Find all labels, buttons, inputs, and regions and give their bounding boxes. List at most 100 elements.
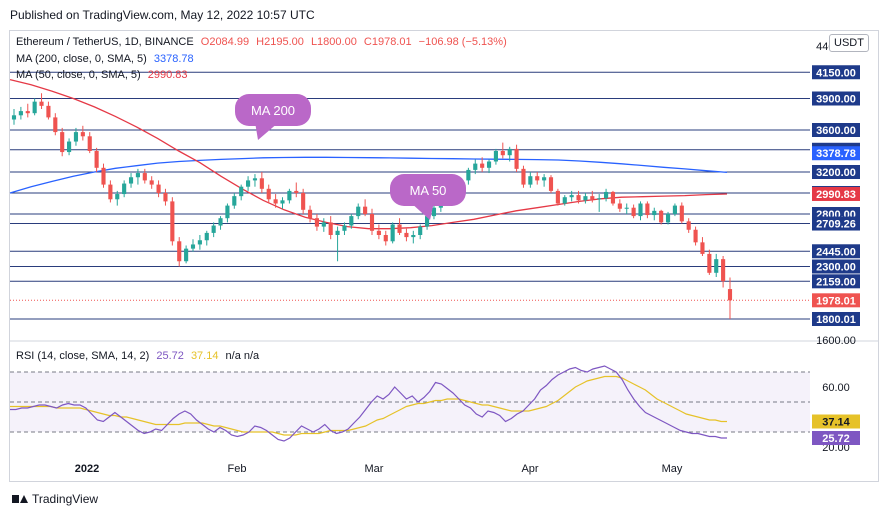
candle-body — [610, 191, 616, 204]
candle-body — [721, 259, 726, 282]
candle-body — [321, 222, 326, 227]
price-tag-bg — [812, 244, 860, 259]
rsi-line — [10, 365, 727, 442]
ma50-callout-pointer — [410, 202, 434, 220]
price-tag-bg — [812, 186, 860, 201]
time-axis-label: Feb — [228, 463, 247, 475]
candle-body — [115, 194, 120, 200]
legend-rsi-value: 25.72 — [156, 350, 184, 362]
price-tag-bg — [812, 91, 860, 106]
price-axis-label: 3200.00 — [816, 167, 856, 179]
legend-rsi: RSI (14, close, SMA, 14, 2) 25.72 37.14 … — [16, 350, 263, 362]
candle-body — [363, 206, 368, 214]
candle-body — [204, 232, 209, 241]
candle-body — [349, 216, 354, 226]
candle-body — [466, 169, 471, 181]
candle-body — [714, 259, 719, 273]
candle-body — [101, 167, 106, 185]
candle-body — [266, 188, 271, 200]
ma200-callout-bubble — [235, 94, 311, 126]
candle-body — [246, 180, 251, 187]
legend-rsi-ma-value: 37.14 — [190, 350, 219, 362]
price-tag-bg — [812, 274, 860, 289]
candle-body — [418, 226, 423, 235]
rsi-sma-tag-bg — [812, 414, 860, 429]
candle-body — [562, 197, 567, 204]
candle-body — [555, 190, 560, 204]
candle-body — [135, 173, 140, 178]
legend-low: L1800.00 — [310, 36, 357, 48]
candle-body — [431, 207, 437, 217]
candle-body — [328, 222, 333, 235]
candle-body — [67, 141, 72, 153]
legend-high: H2195.00 — [256, 36, 304, 48]
candle-body — [80, 132, 85, 137]
legend-symbol: Ethereum / TetherUS, 1D, BINANCE — [16, 36, 194, 48]
candle-body — [514, 148, 519, 169]
candle-body — [356, 206, 361, 217]
candle-body — [32, 101, 37, 114]
candle-body — [87, 136, 92, 151]
price-tag-bg — [812, 259, 860, 274]
legend-ma50: MA (50, close, 0, SMA, 5) 2990.83 — [16, 69, 192, 81]
currency-button[interactable]: USDT — [829, 34, 869, 52]
ma50-callout-bubble — [390, 174, 466, 206]
candle-body — [156, 184, 161, 193]
legend-ohlc: Ethereum / TetherUS, 1D, BINANCE O2084.9… — [16, 36, 511, 48]
time-axis-label: 2022 — [75, 463, 99, 475]
candle-body — [624, 207, 629, 209]
price-axis-label: 2300.00 — [816, 262, 856, 274]
published-timestamp: Published on TradingView.com, May 12, 20… — [10, 8, 315, 22]
candle-body — [211, 225, 216, 233]
tradingview-brand: TradingView — [32, 492, 99, 506]
legend-close: C1978.01 — [363, 36, 412, 48]
candle-body — [535, 176, 540, 181]
price-tag-bg — [812, 311, 860, 326]
candle-body — [335, 230, 340, 235]
price-axis-label: 3378.78 — [816, 148, 856, 160]
candle-body — [108, 184, 113, 200]
candle-body — [197, 240, 202, 245]
candle-body — [397, 224, 402, 233]
candle-body — [521, 168, 526, 185]
time-axis-label: Mar — [365, 463, 384, 475]
candle-body — [314, 218, 319, 227]
price-tag-bg — [812, 216, 860, 231]
legend-ma50-label: MA (50, close, 0, SMA, 5) — [16, 69, 141, 81]
candle-body — [190, 244, 196, 249]
price-axis-label: 1600.00 — [816, 335, 856, 347]
candle-body — [225, 205, 230, 219]
candle-body — [18, 111, 23, 116]
candle-body — [273, 199, 278, 204]
candle-body — [369, 214, 375, 231]
candle-body — [727, 289, 733, 301]
rsi-sma-tag: 37.14 — [822, 417, 850, 429]
chart-frame — [9, 30, 879, 482]
candle-body — [280, 200, 285, 204]
tradingview-logo[interactable]: TradingView — [12, 492, 98, 506]
time-axis-label: May — [662, 463, 683, 475]
candle-body — [631, 207, 636, 217]
candle-body — [307, 209, 313, 219]
price-axis-label: 4150.00 — [816, 67, 856, 79]
price-tag-bg — [812, 165, 860, 179]
candle-body — [583, 196, 588, 201]
candle-body — [693, 229, 698, 243]
tradingview-icon — [12, 493, 28, 505]
candle-body — [383, 235, 388, 242]
candle-body — [507, 148, 512, 156]
legend-ma200: MA (200, close, 0, SMA, 5) 3378.78 — [16, 53, 198, 65]
candle-body — [493, 151, 498, 162]
legend-rsi-label: RSI (14, close, SMA, 14, 2) — [16, 350, 150, 362]
ma200-callout-pointer — [255, 122, 279, 140]
candle-body — [294, 190, 299, 193]
candle-body — [301, 193, 306, 210]
candle-body — [46, 105, 51, 118]
candle-body — [638, 203, 643, 217]
candle-body — [25, 111, 30, 114]
candle-body — [376, 230, 381, 235]
candle-body — [542, 177, 547, 181]
price-axis-label: 3900.00 — [816, 94, 856, 106]
candle-body — [170, 201, 175, 242]
